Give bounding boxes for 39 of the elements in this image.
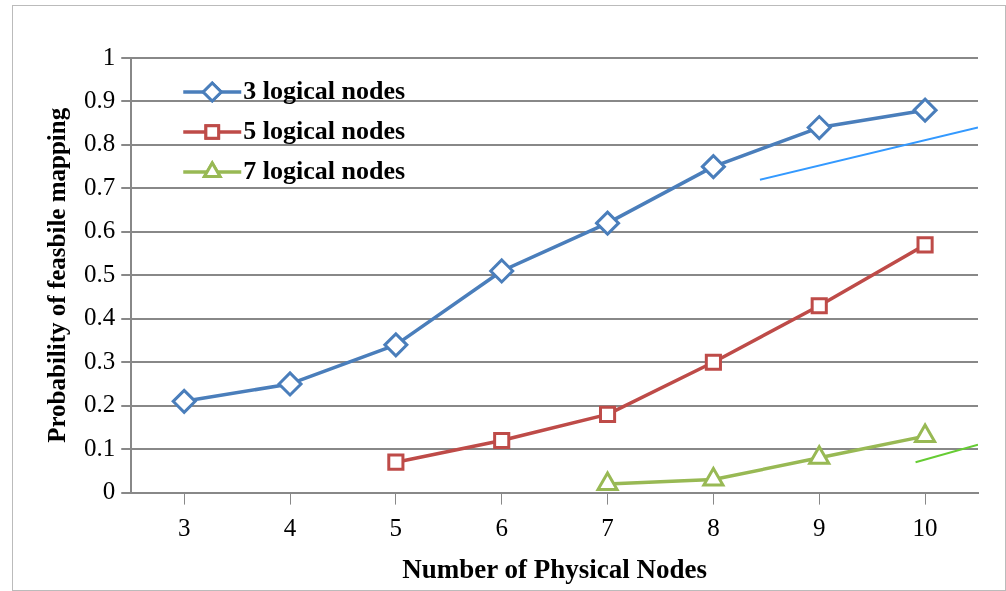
- x-tick-label: 3: [177, 514, 191, 542]
- x-tick-label: 5: [389, 514, 403, 542]
- legend-label: 5 logical nodes: [243, 115, 406, 145]
- x-axis-title: Number of Physical Nodes: [402, 553, 708, 584]
- point: [489, 258, 515, 284]
- y-tick-label: 1: [102, 42, 116, 70]
- point: [912, 97, 938, 123]
- x-tick-label: 4: [283, 514, 297, 542]
- y-tick-label: 0.2: [84, 390, 116, 418]
- y-axis-title: Probability of feasbile mapping: [43, 107, 71, 443]
- point: [598, 405, 617, 423]
- y-tick-label: 0.1: [84, 433, 116, 461]
- y-tick-label: 0: [102, 477, 116, 505]
- legend-label: 3 logical nodes: [243, 75, 406, 105]
- y-tick-label: 0.6: [84, 216, 116, 244]
- x-tick-label: 10: [912, 514, 938, 542]
- y-tick-label: 0.4: [84, 303, 116, 331]
- point: [806, 115, 832, 141]
- point: [171, 388, 197, 414]
- y-tick-label: 0.7: [84, 172, 116, 200]
- y-tick-label: 0.8: [84, 129, 116, 157]
- x-tick-label: 9: [812, 514, 826, 542]
- point: [700, 154, 726, 180]
- point: [493, 431, 511, 450]
- y-tick-label: 0.3: [84, 346, 116, 374]
- y-tick-label: 0.9: [84, 86, 116, 114]
- y-tick-label: 0.5: [84, 259, 116, 287]
- x-tick-label: 6: [495, 514, 508, 542]
- point: [704, 353, 722, 371]
- point: [916, 236, 934, 254]
- point: [702, 467, 725, 487]
- x-tick-label: 7: [601, 514, 614, 542]
- point: [383, 332, 409, 358]
- point: [277, 371, 303, 397]
- legend-label: 7 logical nodes: [243, 155, 406, 185]
- point: [595, 210, 621, 236]
- point: [387, 453, 405, 471]
- point: [810, 297, 828, 315]
- x-tick-label: 8: [707, 514, 720, 542]
